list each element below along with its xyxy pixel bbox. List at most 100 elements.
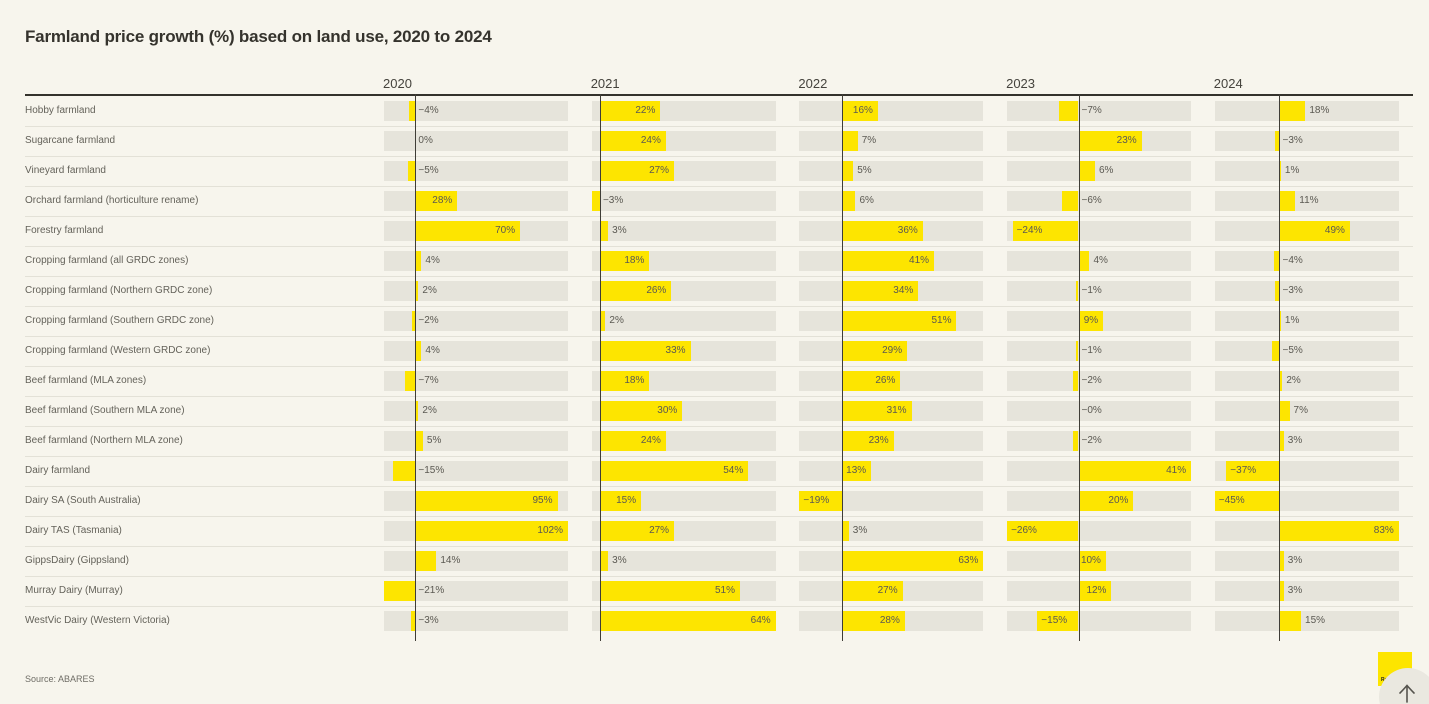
bar bbox=[842, 101, 878, 121]
value-label: 6% bbox=[1098, 165, 1114, 176]
bar bbox=[415, 251, 422, 271]
bar-track bbox=[591, 191, 776, 211]
bar-track bbox=[384, 281, 568, 301]
row-separator bbox=[25, 516, 1413, 517]
value-label: 3% bbox=[1287, 585, 1303, 596]
bar bbox=[842, 251, 935, 271]
bar-track bbox=[1214, 371, 1399, 391]
value-label: 30% bbox=[657, 405, 678, 416]
row-label: Dairy farmland bbox=[25, 465, 91, 476]
bar bbox=[599, 551, 609, 571]
value-label: 41% bbox=[909, 255, 930, 266]
bar bbox=[842, 191, 856, 211]
bar bbox=[1078, 461, 1192, 481]
bar bbox=[599, 371, 650, 391]
bar-track bbox=[384, 581, 568, 601]
bar-track bbox=[1007, 161, 1192, 181]
row-label: Cropping farmland (Northern GRDC zone) bbox=[25, 285, 213, 296]
bar-track bbox=[1214, 191, 1399, 211]
bar bbox=[1078, 161, 1095, 181]
value-label: 16% bbox=[852, 105, 873, 116]
bar-track bbox=[1214, 581, 1399, 601]
value-label: 3% bbox=[612, 225, 627, 236]
value-label: 2% bbox=[1286, 375, 1301, 386]
value-label: 102% bbox=[537, 525, 563, 536]
bar-track bbox=[384, 461, 568, 481]
bar bbox=[842, 161, 854, 181]
value-label: −7% bbox=[418, 375, 439, 386]
bar bbox=[1078, 551, 1106, 571]
bar-track bbox=[799, 131, 984, 151]
bar-track bbox=[799, 491, 984, 511]
bar bbox=[1078, 581, 1112, 601]
bar bbox=[599, 101, 661, 121]
value-label: 13% bbox=[846, 465, 867, 476]
bar bbox=[1059, 101, 1079, 121]
bar bbox=[842, 521, 849, 541]
bar-track bbox=[799, 461, 984, 481]
value-label: 6% bbox=[859, 195, 874, 206]
page-title: Farmland price growth (%) based on land … bbox=[25, 27, 492, 46]
bar-track bbox=[1214, 341, 1399, 361]
bar bbox=[599, 221, 609, 241]
bar bbox=[1012, 221, 1079, 241]
row-label: Forestry farmland bbox=[25, 225, 104, 236]
value-label: 3% bbox=[1287, 555, 1303, 566]
bar bbox=[1078, 491, 1134, 511]
year-header: 2024 bbox=[1213, 76, 1243, 91]
row-label: GippsDairy (Gippsland) bbox=[25, 555, 129, 566]
value-label: 23% bbox=[1116, 135, 1137, 146]
bar bbox=[842, 581, 903, 601]
value-label: 4% bbox=[425, 345, 440, 356]
bar bbox=[1078, 311, 1104, 331]
value-label: 51% bbox=[714, 585, 735, 596]
value-label: 41% bbox=[1166, 465, 1187, 476]
row-separator bbox=[25, 576, 1413, 577]
value-label: −26% bbox=[1011, 525, 1037, 536]
value-label: 3% bbox=[852, 525, 868, 536]
value-label: −15% bbox=[1041, 615, 1068, 626]
row-label: Cropping farmland (all GRDC zones) bbox=[25, 255, 189, 266]
value-label: 27% bbox=[649, 165, 670, 176]
bar-track bbox=[1214, 311, 1399, 331]
bar bbox=[415, 521, 568, 541]
row-label: Beef farmland (MLA zones) bbox=[25, 375, 147, 386]
value-label: −24% bbox=[1016, 225, 1043, 236]
bar bbox=[1279, 221, 1350, 241]
row-label: Cropping farmland (Western GRDC zone) bbox=[25, 345, 211, 356]
bar bbox=[415, 191, 458, 211]
bar bbox=[842, 311, 957, 331]
row-label: Beef farmland (Northern MLA zone) bbox=[25, 435, 183, 446]
value-label: 18% bbox=[1309, 105, 1330, 116]
value-label: 18% bbox=[624, 255, 645, 266]
value-label: 1% bbox=[1284, 315, 1300, 326]
value-label: −3% bbox=[1282, 285, 1303, 296]
bar bbox=[599, 281, 672, 301]
bar-track bbox=[1214, 101, 1399, 121]
source-note: Source: ABARES bbox=[25, 674, 95, 684]
bar bbox=[1272, 341, 1280, 361]
row-separator bbox=[25, 606, 1413, 607]
value-label: −21% bbox=[418, 585, 445, 596]
value-label: 2% bbox=[422, 285, 437, 296]
bar bbox=[1279, 161, 1281, 181]
row-separator bbox=[25, 486, 1413, 487]
value-label: 18% bbox=[624, 375, 645, 386]
value-label: 2% bbox=[422, 405, 437, 416]
value-label: 20% bbox=[1108, 495, 1129, 506]
bar-track bbox=[384, 341, 568, 361]
row-separator bbox=[25, 156, 1413, 157]
value-label: 23% bbox=[868, 435, 889, 446]
value-label: 14% bbox=[440, 555, 461, 566]
bar-track bbox=[1214, 161, 1399, 181]
bar-track bbox=[1007, 281, 1192, 301]
value-label: −6% bbox=[1081, 195, 1102, 206]
zero-axis-line bbox=[1079, 94, 1080, 641]
value-label: 26% bbox=[646, 285, 667, 296]
row-label: Hobby farmland bbox=[25, 105, 96, 116]
value-label: −37% bbox=[1230, 465, 1257, 476]
bar bbox=[599, 401, 683, 421]
value-label: 83% bbox=[1373, 525, 1394, 536]
bar bbox=[1279, 431, 1284, 451]
